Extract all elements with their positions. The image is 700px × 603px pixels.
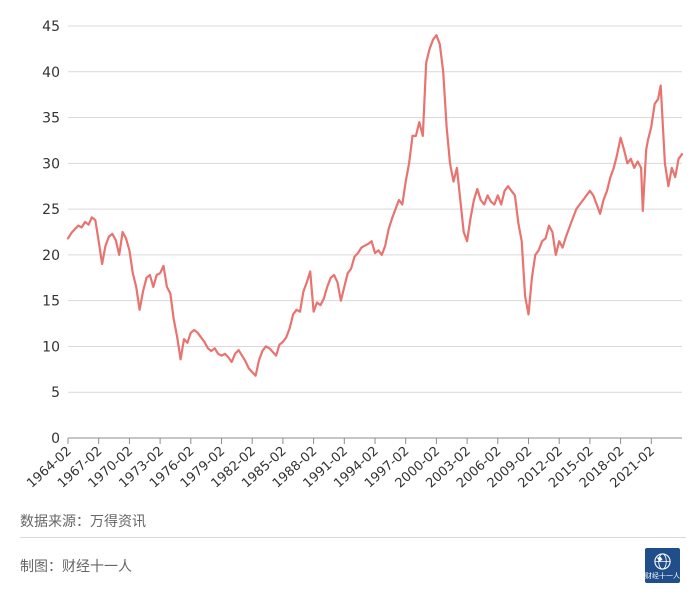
footer-divider — [20, 537, 686, 538]
y-tick-label: 5 — [51, 385, 60, 401]
y-tick-label: 45 — [42, 19, 60, 35]
series-layer — [66, 34, 684, 377]
chart: 0 5 10 15 20 25 30 35 40 45 1964-021967-021970-02… — [24, 19, 684, 491]
chart-maker-note: 制图：财经十一人 — [20, 559, 132, 575]
y-tick-label: 25 — [42, 202, 60, 218]
gridlines — [68, 25, 682, 439]
y-tick-label: 0 — [51, 431, 60, 447]
y-tick-label: 40 — [42, 65, 60, 81]
source-note: 数据来源：万得资讯 — [20, 514, 146, 530]
y-tick-label: 30 — [42, 156, 60, 172]
y-tick-label: 15 — [42, 294, 60, 310]
logo-text: 财经十一人 — [645, 572, 680, 580]
y-tick-label: 20 — [42, 248, 60, 264]
globe-icon — [654, 553, 671, 570]
y-axis-ticks: 0 5 10 15 20 25 30 35 40 45 — [42, 19, 60, 447]
caijing-logo: 财经十一人 — [645, 548, 680, 583]
series-line — [66, 34, 684, 377]
y-tick-label: 35 — [42, 111, 60, 127]
x-axis-ticks: 1964-021967-021970-021973-021976-021979-… — [24, 438, 658, 491]
y-tick-label: 10 — [42, 339, 60, 355]
